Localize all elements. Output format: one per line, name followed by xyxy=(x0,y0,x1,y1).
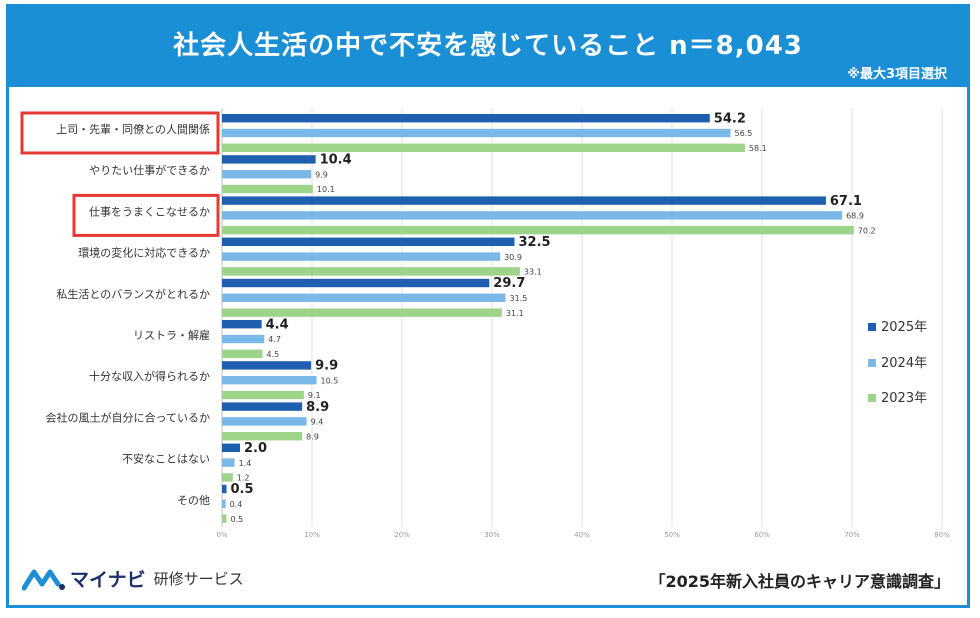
category-label: 上司・先輩・同僚との人間関係 xyxy=(56,122,210,136)
data-label: 2.0 xyxy=(244,441,267,456)
x-tick-label: 0% xyxy=(216,531,227,539)
x-tick-label: 20% xyxy=(394,531,410,539)
bar xyxy=(222,349,263,358)
bar xyxy=(222,458,235,467)
data-label: 9.9 xyxy=(315,359,338,374)
chart-title: 社会人生活の中で不安を感じていること n＝8,043 xyxy=(173,31,803,61)
bar xyxy=(222,211,843,220)
data-label: 4.7 xyxy=(268,335,281,344)
data-label: 70.2 xyxy=(858,226,876,235)
selection-note: ※最大3項目選択 xyxy=(847,67,947,82)
source-caption: 「2025年新入社員のキャリア意識調査」 xyxy=(649,572,950,591)
data-label: 56.5 xyxy=(735,129,753,138)
category-label: その他 xyxy=(177,494,210,507)
bar xyxy=(222,376,317,385)
data-label: 8.9 xyxy=(306,400,329,415)
bar xyxy=(222,499,226,508)
legend-swatch xyxy=(868,394,876,402)
bar xyxy=(222,114,710,123)
x-tick-label: 50% xyxy=(664,531,680,539)
brand-subtitle: 研修サービス xyxy=(153,570,244,588)
bar xyxy=(222,155,316,164)
bar xyxy=(222,514,227,523)
x-tick-label: 60% xyxy=(754,531,770,539)
category-label: 環境の変化に対応できるか xyxy=(78,246,210,260)
bar xyxy=(222,417,307,426)
category-label: リストラ・解雇 xyxy=(133,328,210,342)
legend-label: 2025年 xyxy=(881,320,927,335)
bar xyxy=(222,184,313,194)
category-label: 仕事をうまくこなせるか xyxy=(89,205,210,218)
bar xyxy=(222,473,233,482)
mynavi-logo-icon xyxy=(22,569,65,590)
data-label: 32.5 xyxy=(519,235,551,250)
legend-swatch xyxy=(868,359,876,367)
legend-label: 2023年 xyxy=(881,391,927,406)
data-label: 4.5 xyxy=(267,350,280,359)
bar xyxy=(222,443,240,452)
data-label: 67.1 xyxy=(830,194,862,209)
header-banner: 社会人生活の中で不安を感じていること n＝8,043 ※最大3項目選択 xyxy=(9,7,967,87)
bar xyxy=(222,237,515,246)
bar xyxy=(222,128,731,138)
data-label: 0.5 xyxy=(231,515,244,524)
data-label: 0.5 xyxy=(231,482,254,497)
bar xyxy=(222,196,826,205)
data-label: 9.4 xyxy=(311,418,324,427)
highlight-box xyxy=(72,193,220,237)
data-label: 31.1 xyxy=(506,309,524,318)
category-label: 十分な収入が得られるか xyxy=(89,369,210,383)
bar xyxy=(222,484,227,494)
data-label: 30.9 xyxy=(504,253,522,262)
bar xyxy=(222,143,745,152)
data-label: 1.2 xyxy=(237,474,250,483)
bar xyxy=(222,267,520,276)
x-tick-label: 70% xyxy=(844,531,860,539)
data-label: 29.7 xyxy=(493,276,525,291)
brand-name: マイナビ xyxy=(70,569,146,591)
category-label: 不安なことはない xyxy=(122,452,210,466)
legend-swatch xyxy=(868,323,876,331)
bar xyxy=(222,334,265,344)
data-label: 10.5 xyxy=(321,376,339,385)
x-tick-label: 40% xyxy=(574,531,590,539)
bar xyxy=(222,278,490,288)
bar xyxy=(222,390,304,400)
data-label: 1.4 xyxy=(239,459,252,468)
legend-label: 2024年 xyxy=(881,356,927,371)
bar xyxy=(222,226,854,235)
bar xyxy=(222,320,262,329)
bar xyxy=(222,293,506,302)
bar xyxy=(222,170,312,179)
data-label: 68.9 xyxy=(846,212,864,221)
data-label: 9.9 xyxy=(315,170,328,179)
category-label: やりたい仕事ができるか xyxy=(89,163,210,177)
x-tick-label: 10% xyxy=(304,531,320,539)
data-label: 54.2 xyxy=(714,111,746,126)
data-label: 33.1 xyxy=(524,268,542,277)
data-label: 10.1 xyxy=(317,185,335,194)
data-label: 10.4 xyxy=(320,153,352,168)
brand-logo-group: マイナビ 研修サービス xyxy=(22,565,244,592)
bar xyxy=(222,432,303,441)
chart-frame: 社会人生活の中で不安を感じていること n＝8,043 ※最大3項目選択 xyxy=(6,4,970,608)
data-label: 9.1 xyxy=(308,391,321,400)
data-label: 4.4 xyxy=(266,317,289,332)
bar xyxy=(222,361,312,370)
x-tick-label: 30% xyxy=(484,531,500,539)
data-label: 8.9 xyxy=(306,432,319,441)
bar xyxy=(222,308,502,317)
bar xyxy=(222,402,303,411)
bar xyxy=(222,252,501,261)
data-label: 31.5 xyxy=(510,294,528,303)
data-label: 58.1 xyxy=(749,144,767,153)
highlight-box xyxy=(20,111,220,155)
x-tick-label: 80% xyxy=(934,531,950,539)
category-label: 私生活とのバランスがとれるか xyxy=(56,287,210,301)
category-label: 会社の風土が自分に合っているか xyxy=(46,410,210,424)
data-label: 0.4 xyxy=(230,500,243,509)
